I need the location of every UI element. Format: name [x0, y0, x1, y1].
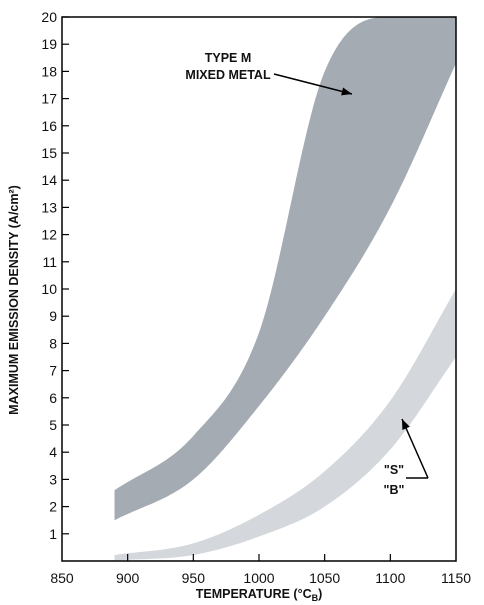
y-axis-title: MAXIMUM EMISSION DENSITY (A/cm²) — [7, 185, 21, 415]
y-tick-label: 8 — [49, 335, 57, 351]
y-tick-label: 18 — [41, 63, 57, 79]
x-axis-title: TEMPERATURE (°CB) — [196, 587, 323, 603]
y-tick-label: 13 — [41, 199, 57, 215]
y-tick-label: 20 — [41, 9, 57, 25]
y-tick-label: 17 — [41, 91, 57, 107]
x-axis-title-subscript: B — [312, 593, 319, 603]
y-tick-label: 15 — [41, 145, 57, 161]
y-tick-label: 3 — [49, 471, 57, 487]
y-tick-label: 4 — [49, 444, 57, 460]
y-tick-label: 19 — [41, 36, 57, 52]
arrow-type-m-head — [341, 87, 352, 96]
x-tick-label: 1100 — [375, 570, 405, 586]
x-axis-title-main: TEMPERATURE (°C — [196, 587, 312, 601]
y-tick-label: 12 — [41, 227, 57, 243]
y-tick-label: 7 — [49, 363, 57, 379]
annotation-mixed-metal: MIXED METAL — [185, 68, 271, 82]
y-tick-label: 10 — [41, 281, 57, 297]
x-tick-label: 850 — [50, 570, 74, 586]
arrow-s-b-head — [402, 419, 410, 430]
x-tick-label: 1000 — [243, 570, 274, 586]
y-tick-label: 16 — [41, 118, 57, 134]
y-tick-label: 1 — [49, 526, 57, 542]
x-axis-title-close: ) — [318, 587, 322, 601]
y-tick-label: 9 — [49, 308, 57, 324]
y-tick-label: 11 — [42, 254, 57, 270]
y-tick-label: 6 — [49, 390, 57, 406]
x-tick-label: 1050 — [309, 570, 340, 586]
band-type-m — [114, 17, 456, 521]
y-tick-label: 2 — [49, 499, 57, 515]
arrow-type-m — [273, 73, 353, 95]
x-tick-label: 950 — [182, 570, 206, 586]
y-tick-label: 14 — [41, 172, 57, 188]
annotation-b: "B" — [384, 483, 405, 497]
arrow-s-b — [401, 418, 429, 479]
x-tick-label: 1150 — [441, 570, 471, 586]
x-tick-label: 900 — [116, 570, 140, 586]
annotations-layer: TYPE M MIXED METAL "S" "B" — [185, 51, 429, 497]
annotation-type-m: TYPE M — [205, 51, 252, 65]
y-tick-label: 5 — [49, 417, 57, 433]
band-s-b — [114, 289, 456, 561]
annotation-s: "S" — [384, 463, 404, 477]
bands-layer — [114, 17, 456, 561]
